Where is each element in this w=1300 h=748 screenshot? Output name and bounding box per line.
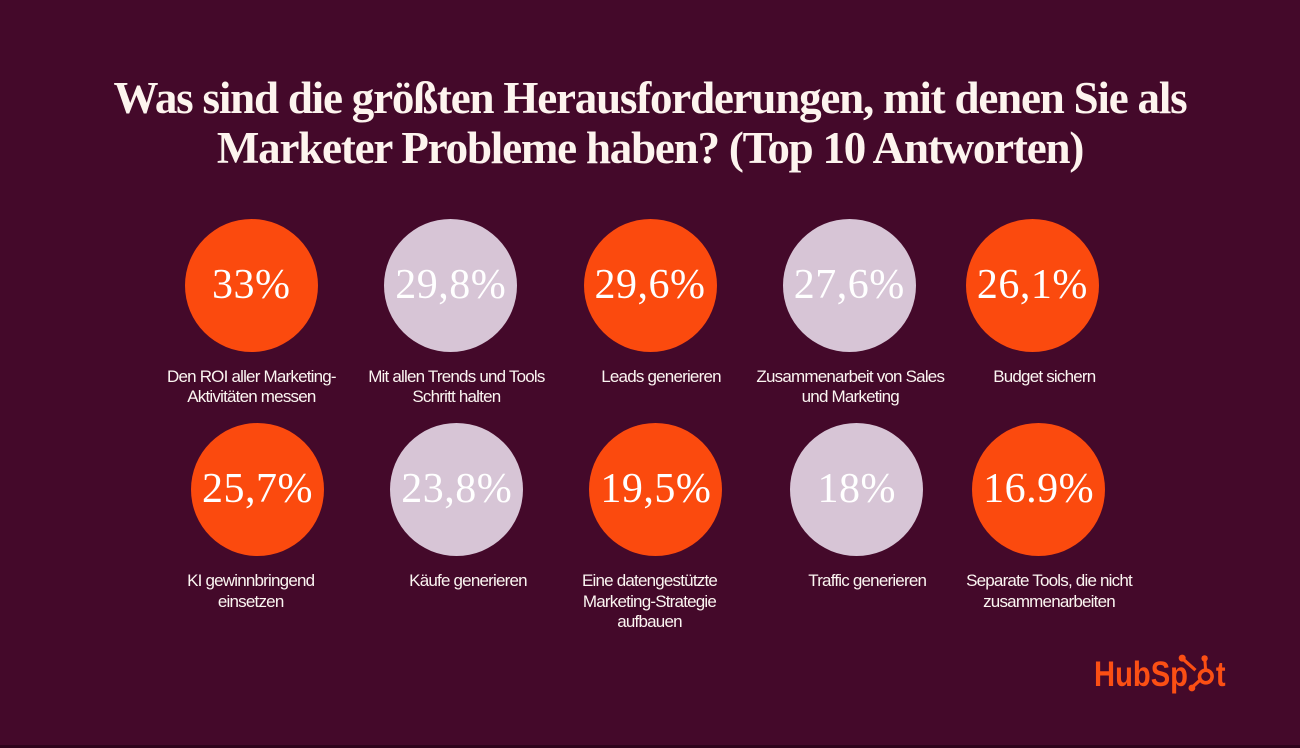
svg-text:HubSp: HubSp: [1094, 655, 1188, 694]
svg-text:t: t: [1216, 655, 1226, 694]
